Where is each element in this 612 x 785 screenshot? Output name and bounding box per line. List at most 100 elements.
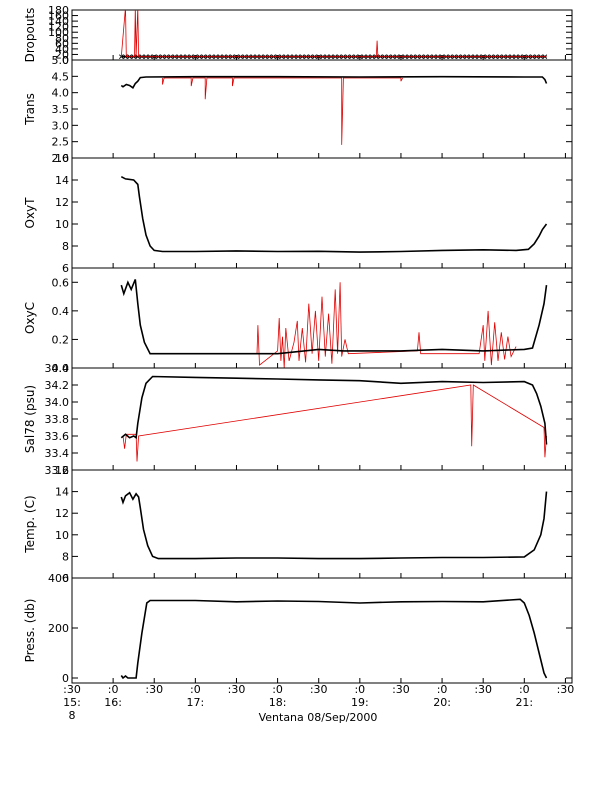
- y-tick-label: 100: [48, 26, 69, 39]
- y-tick-label: 200: [48, 622, 69, 635]
- y-tick-label: 4.0: [52, 87, 70, 100]
- y-tick-label: 16: [55, 152, 69, 165]
- chart-panels: 020406080100120140160180Dropouts2.02.53.…: [23, 4, 573, 685]
- y-tick-label: 8: [62, 550, 69, 563]
- panel-series: [120, 491, 548, 560]
- y-tick-label: 6: [62, 262, 69, 275]
- x-tick-label: 8: [69, 709, 76, 722]
- y-tick-label: 140: [48, 15, 69, 28]
- y-tick-label: 60: [55, 37, 69, 50]
- y-tick-label: 3.0: [52, 119, 70, 132]
- y-tick-label: 12: [55, 507, 69, 520]
- y-tick-label: 4.5: [52, 70, 70, 83]
- y-tick-label: 16: [55, 464, 69, 477]
- panel-series: [120, 175, 548, 253]
- data-point: [123, 54, 128, 59]
- series-line: [122, 384, 547, 462]
- y-tick-label: 80: [55, 32, 69, 45]
- y-tick-label: 34.2: [45, 379, 70, 392]
- x-tick-label: :0: [519, 683, 530, 696]
- x-tick-label: :30: [310, 683, 328, 696]
- y-tick-label: 3.5: [52, 103, 70, 116]
- y-tick-label: 0.2: [52, 333, 70, 346]
- panel-series: [119, 10, 548, 59]
- panel-series: [120, 75, 548, 145]
- y-tick-label: 33.2: [45, 464, 70, 477]
- x-tick-label: 17:: [187, 696, 205, 709]
- series-line: [120, 491, 548, 560]
- x-tick-label: :0: [272, 683, 283, 696]
- y-tick-label: 14: [55, 486, 69, 499]
- y-tick-label: 33.8: [45, 413, 70, 426]
- y-tick-label: 14: [55, 174, 69, 187]
- panel-frame: [71, 577, 573, 684]
- y-tick-label: 120: [48, 21, 69, 34]
- y-tick-label: 20: [55, 48, 69, 61]
- y-tick-label: 2.0: [52, 152, 70, 165]
- panel-frame: [71, 59, 573, 159]
- panel-frame: [71, 469, 573, 579]
- series-line: [120, 10, 547, 58]
- y-axis-label: OxyC: [23, 302, 37, 334]
- x-tick-label: :0: [437, 683, 448, 696]
- panel-oxyt: 6 8 10 12 14 16 OxyT: [23, 152, 573, 275]
- y-tick-label: 0.4: [52, 305, 70, 318]
- x-tick-label: :0: [190, 683, 201, 696]
- series-line: [162, 77, 403, 145]
- series-line: [120, 279, 548, 355]
- y-tick-label: 400: [48, 572, 69, 585]
- panel-temp: 6 8 10 12 14 16 Temp. (C): [23, 464, 573, 585]
- panel-series: [120, 279, 548, 368]
- x-tick-label: :30: [228, 683, 246, 696]
- y-tick-label: 2.5: [52, 136, 70, 149]
- chart-caption: Ventana 08/Sep/2000: [259, 711, 378, 724]
- y-tick-label: 5.0: [52, 54, 70, 67]
- panel-sal: 33.2 33.4 33.6 33.8 34.0 34.2 34.4 Sal78 (psu): [23, 362, 573, 477]
- y-tick-label: 40: [55, 43, 69, 56]
- panel-oxyc: 0.0 0.2 0.4 0.6 OxyC: [23, 267, 573, 375]
- series-line: [120, 175, 548, 253]
- y-tick-label: 10: [55, 218, 69, 231]
- y-axis-label: OxyT: [23, 197, 37, 229]
- panel-trans: 2.0 2.5 3.0 3.5 4.0 4.5 5.0 Trans: [23, 54, 573, 165]
- y-tick-label: 33.4: [45, 447, 70, 460]
- y-tick-label: 160: [48, 10, 69, 23]
- y-axis-label: Sal78 (psu): [23, 385, 37, 453]
- series-line: [120, 375, 548, 445]
- x-tick-label: 21:: [515, 696, 533, 709]
- x-tick-label: :30: [392, 683, 410, 696]
- y-tick-label: 6: [62, 572, 69, 585]
- y-tick-label: 0.6: [52, 276, 70, 289]
- y-tick-label: 180: [48, 4, 69, 17]
- series-line: [120, 75, 548, 89]
- y-tick-label: 34.0: [45, 396, 70, 409]
- x-tick-label: :0: [108, 683, 119, 696]
- series-line: [120, 598, 548, 680]
- x-tick-label: :30: [474, 683, 492, 696]
- y-tick-label: 0: [62, 54, 69, 67]
- y-axis-label: Dropouts: [23, 8, 37, 63]
- panel-press: 0 200 400 Press. (db): [23, 572, 573, 685]
- y-tick-label: 33.6: [45, 430, 70, 443]
- x-tick-label: 19:: [351, 696, 369, 709]
- y-tick-label: 12: [55, 196, 69, 209]
- y-tick-label: 34.4: [45, 362, 70, 375]
- panel-series: [120, 375, 548, 462]
- x-axis-labels: :3015:8:016::30:017::30:018::30:019::30:…: [63, 683, 574, 722]
- y-axis-label: Temp. (C): [23, 495, 37, 553]
- x-tick-label: 15:: [63, 696, 81, 709]
- x-tick-label: 18:: [269, 696, 287, 709]
- y-tick-label: 0.0: [52, 362, 70, 375]
- x-tick-label: 20:: [433, 696, 451, 709]
- y-axis-label: Trans: [23, 93, 37, 126]
- x-tick-label: :30: [557, 683, 575, 696]
- panel-series: [120, 598, 548, 680]
- y-tick-label: 10: [55, 529, 69, 542]
- panel-frame: [71, 9, 573, 61]
- y-axis-label: Press. (db): [23, 599, 37, 663]
- x-tick-label: :30: [63, 683, 81, 696]
- series-line: [256, 282, 517, 368]
- y-tick-label: 0: [62, 672, 69, 685]
